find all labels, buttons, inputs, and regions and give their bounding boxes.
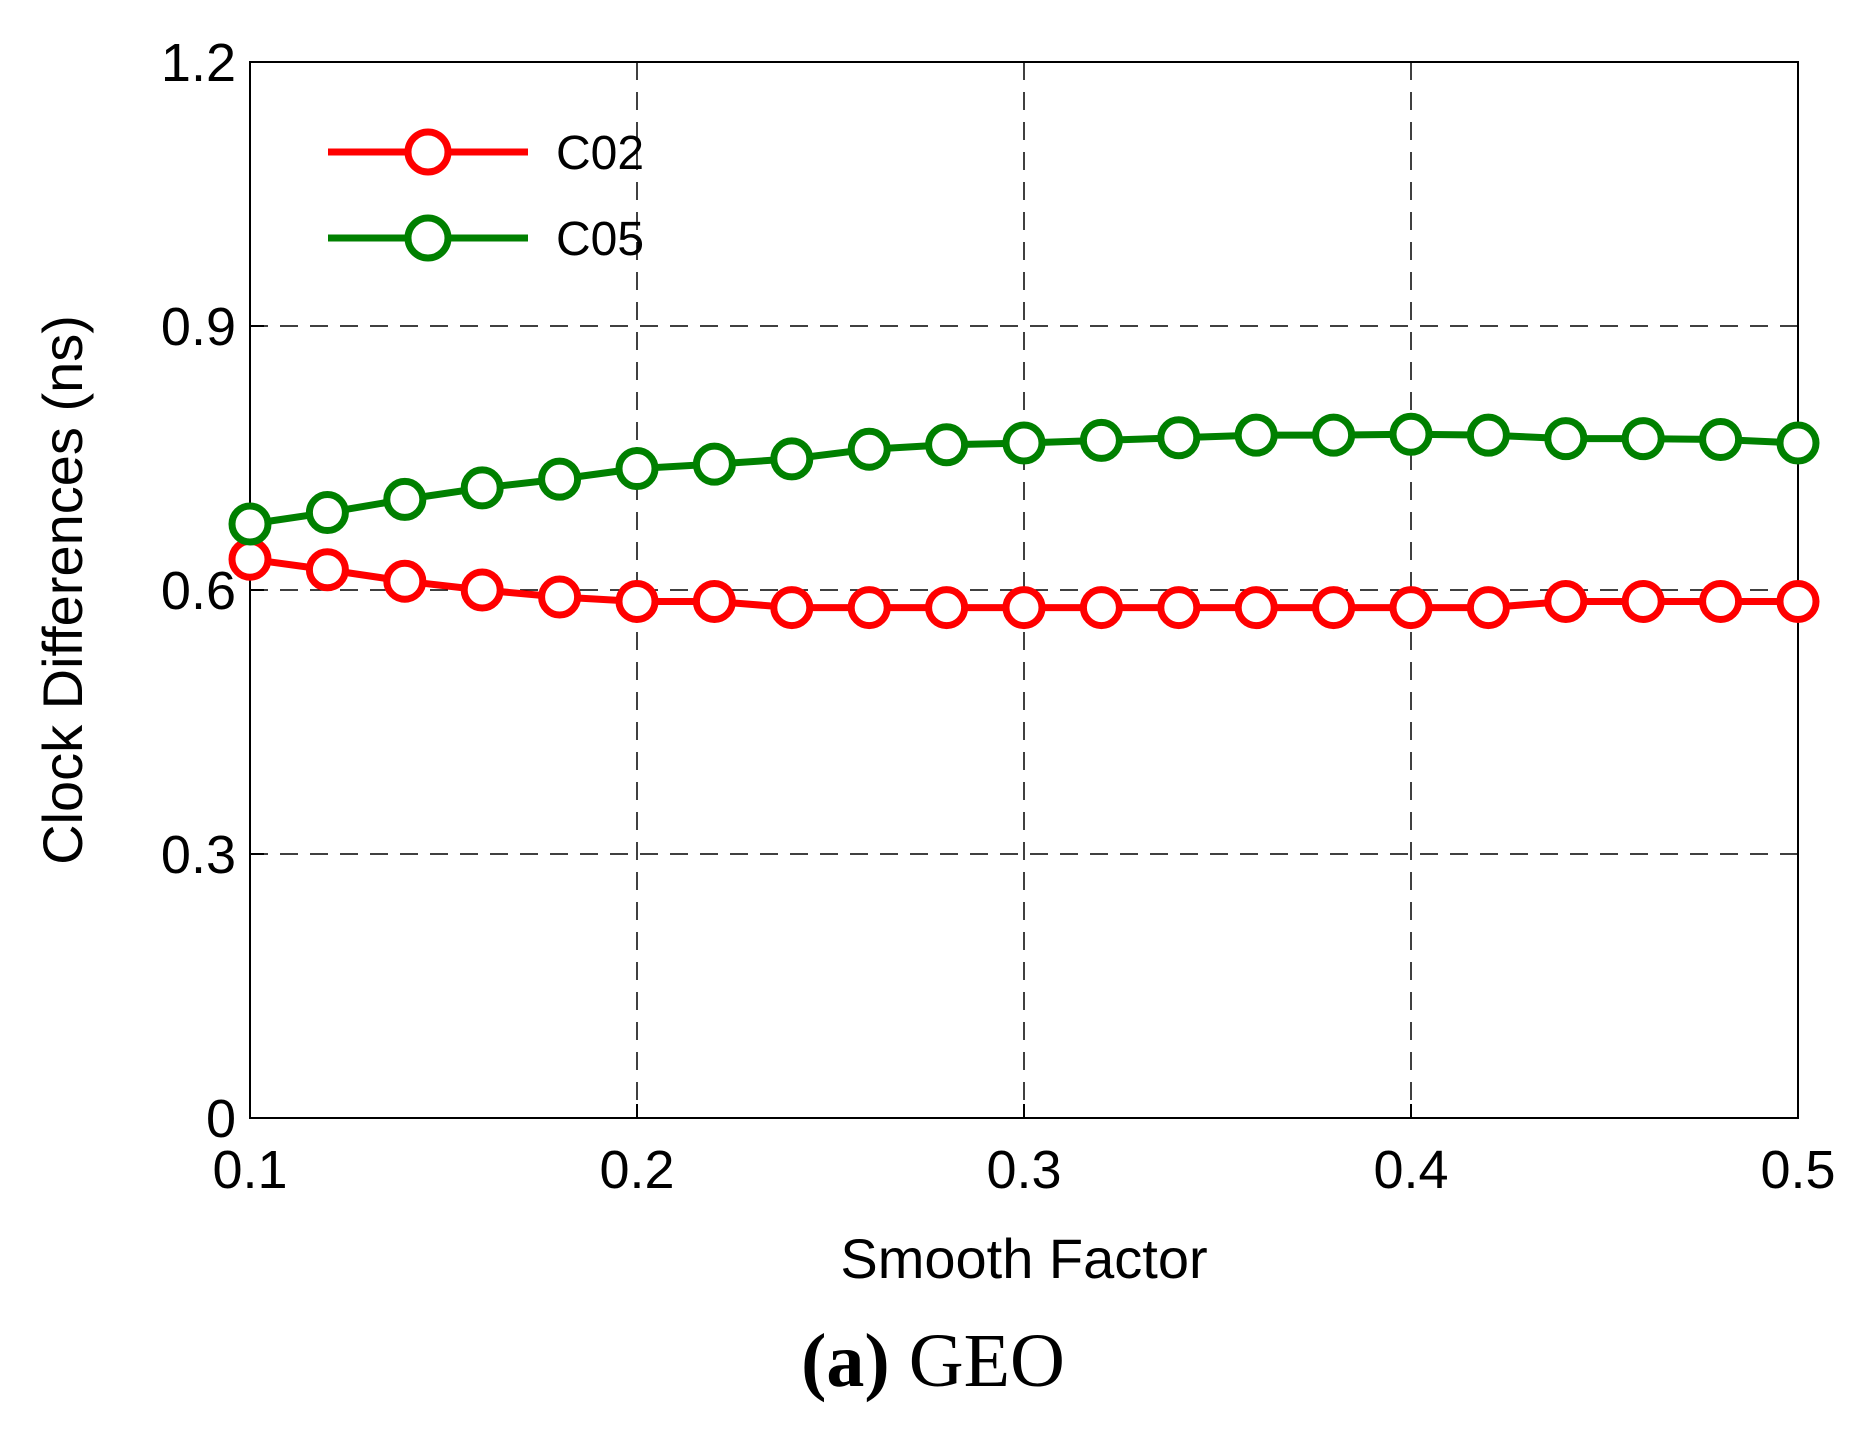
data-point (692, 442, 736, 486)
data-point (770, 437, 814, 481)
caption-label: (a) (801, 1319, 890, 1403)
data-point (615, 579, 659, 623)
legend-marker (404, 128, 452, 176)
data-point (1621, 579, 1665, 623)
legend-marker (404, 214, 452, 262)
data-point (228, 502, 272, 546)
data-point (692, 579, 736, 623)
x-tick-label: 0.4 (1373, 1140, 1448, 1200)
y-tick-label: 0.6 (161, 561, 236, 621)
series-c05 (228, 412, 1820, 546)
data-point (847, 427, 891, 471)
data-point (1157, 586, 1201, 630)
data-point (538, 575, 582, 619)
data-point (460, 568, 504, 612)
data-point (1699, 579, 1743, 623)
data-point (1544, 417, 1588, 461)
data-point (847, 586, 891, 630)
legend-item-c02: C02 (328, 127, 644, 180)
figure-caption: (a) GEO (0, 1318, 1866, 1405)
data-point (615, 447, 659, 491)
data-point (1389, 586, 1433, 630)
data-point (1466, 586, 1510, 630)
data-point (383, 559, 427, 603)
x-tick-label: 0.5 (1760, 1140, 1835, 1200)
data-point (305, 548, 349, 592)
data-point (1776, 421, 1820, 465)
data-point (1312, 413, 1356, 457)
data-point (1544, 579, 1588, 623)
legend-label: C05 (556, 213, 644, 266)
data-point (1312, 586, 1356, 630)
x-tick-label: 0.2 (599, 1140, 674, 1200)
data-point (1389, 412, 1433, 456)
y-axis-label: Clock Differences (ns) (31, 315, 94, 865)
legend: C02 C05 (328, 127, 644, 266)
data-point (925, 423, 969, 467)
caption-text: GEO (889, 1319, 1065, 1403)
data-point (770, 586, 814, 630)
data-point (383, 477, 427, 521)
legend-label: C02 (556, 127, 644, 180)
data-point (1621, 417, 1665, 461)
x-axis-label: Smooth Factor (840, 1227, 1207, 1290)
data-point (1234, 413, 1278, 457)
data-point (925, 586, 969, 630)
data-point (1699, 418, 1743, 462)
data-point (1776, 579, 1820, 623)
data-point (1002, 421, 1046, 465)
data-point (538, 457, 582, 501)
y-tick-label: 1.2 (161, 33, 236, 93)
x-tick-label: 0.1 (212, 1140, 287, 1200)
y-tick-label: 0.9 (161, 297, 236, 357)
axis-ticks: 0.1 0.2 0.3 0.4 0.5 0 0.3 0.6 0.9 1.2 (161, 33, 1836, 1200)
data-point (460, 466, 504, 510)
data-point (1157, 416, 1201, 460)
data-point (1234, 586, 1278, 630)
data-point (1466, 413, 1510, 457)
x-tick-label: 0.3 (986, 1140, 1061, 1200)
series-c02 (228, 537, 1820, 630)
data-point (1079, 586, 1123, 630)
legend-item-c05: C05 (328, 213, 644, 266)
y-tick-label: 0.3 (161, 825, 236, 885)
data-point (1079, 418, 1123, 462)
data-point (305, 491, 349, 535)
y-tick-label: 0 (206, 1089, 236, 1149)
data-point (1002, 586, 1046, 630)
series-layer (228, 412, 1820, 630)
data-point (228, 537, 272, 581)
